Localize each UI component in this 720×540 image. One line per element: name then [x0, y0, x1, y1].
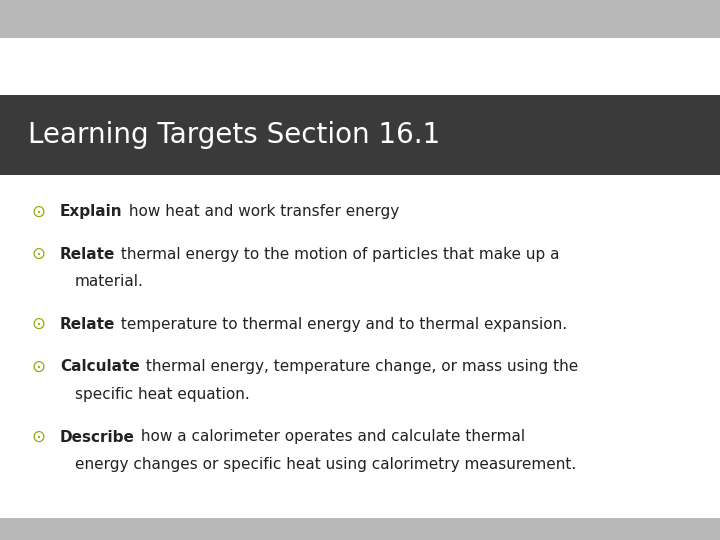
Text: thermal energy to the motion of particles that make up a: thermal energy to the motion of particle… [117, 247, 560, 261]
Text: specific heat equation.: specific heat equation. [75, 387, 250, 402]
FancyBboxPatch shape [0, 518, 720, 540]
Text: material.: material. [75, 274, 144, 289]
Text: ⊙: ⊙ [31, 245, 45, 263]
Text: ⊙: ⊙ [31, 358, 45, 376]
Text: thermal energy, temperature change, or mass using the: thermal energy, temperature change, or m… [140, 360, 578, 374]
Text: Explain: Explain [60, 204, 122, 219]
Text: ⊙: ⊙ [31, 315, 45, 333]
FancyBboxPatch shape [0, 95, 720, 175]
Text: Describe: Describe [60, 429, 135, 444]
Text: energy changes or specific heat using calorimetry measurement.: energy changes or specific heat using ca… [75, 457, 576, 472]
Text: Relate: Relate [60, 317, 115, 332]
Text: ⊙: ⊙ [31, 202, 45, 220]
Text: how heat and work transfer energy: how heat and work transfer energy [124, 204, 399, 219]
Text: Relate: Relate [60, 247, 115, 261]
Text: ⊙: ⊙ [31, 428, 45, 446]
Text: temperature to thermal energy and to thermal expansion.: temperature to thermal energy and to the… [117, 317, 567, 332]
Text: Calculate: Calculate [60, 360, 140, 374]
Text: Learning Targets Section 16.1: Learning Targets Section 16.1 [28, 121, 440, 149]
Text: how a calorimeter operates and calculate thermal: how a calorimeter operates and calculate… [136, 429, 525, 444]
FancyBboxPatch shape [0, 0, 720, 38]
